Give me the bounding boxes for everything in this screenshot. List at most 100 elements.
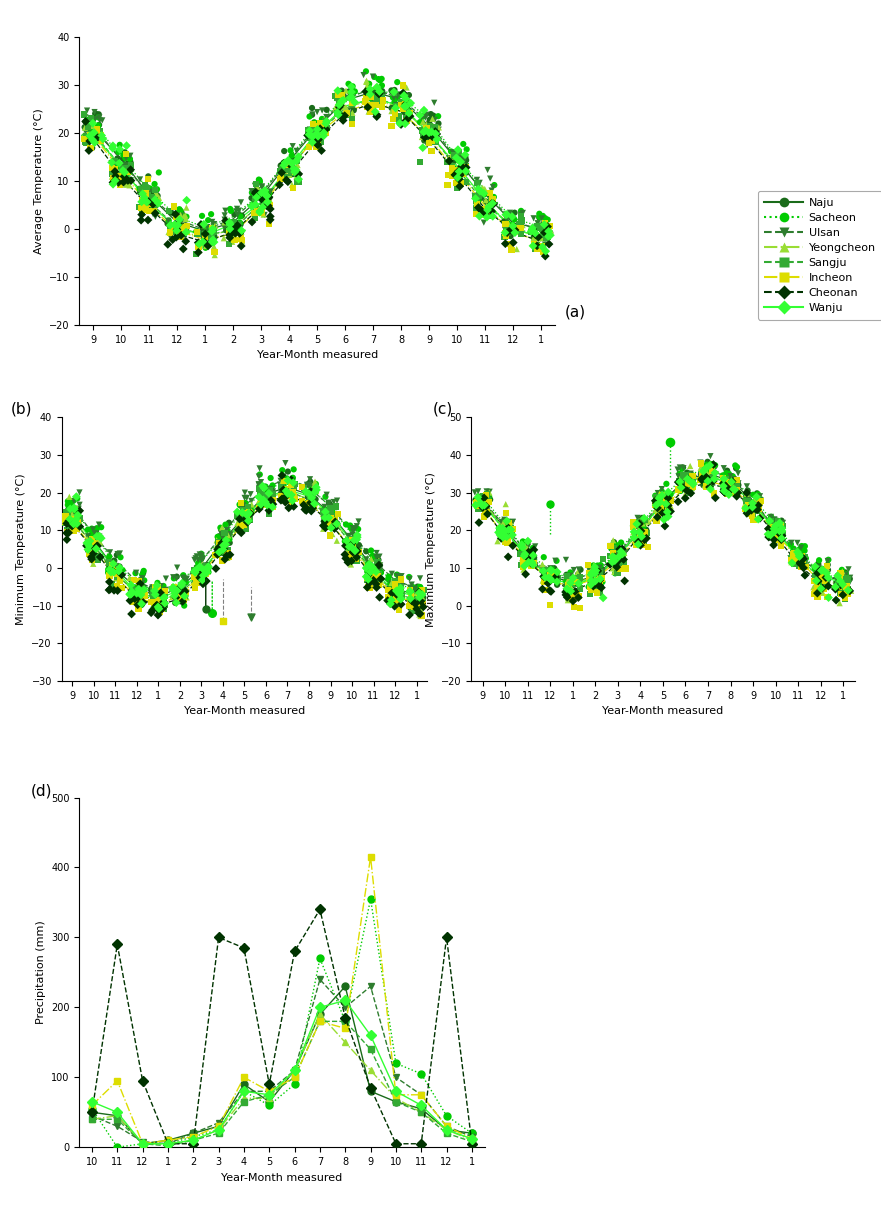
Point <box>230 199 244 218</box>
Point <box>367 558 381 578</box>
Point <box>726 471 740 491</box>
Point <box>796 550 810 569</box>
Point <box>635 514 649 534</box>
Point <box>425 141 439 161</box>
Point <box>492 523 506 542</box>
Point <box>227 229 241 249</box>
Point <box>302 475 316 494</box>
Point <box>544 216 558 236</box>
Point <box>722 485 736 504</box>
Point <box>685 471 700 491</box>
Point <box>175 206 189 226</box>
Point <box>113 140 127 160</box>
Point <box>563 582 577 601</box>
Point <box>300 475 315 494</box>
Point <box>285 477 299 497</box>
Point <box>776 517 790 536</box>
Point <box>764 520 778 540</box>
Point <box>609 535 623 555</box>
Point <box>330 514 344 534</box>
Point <box>83 125 97 145</box>
Point <box>252 466 266 486</box>
Point <box>677 485 692 504</box>
Point <box>78 118 92 137</box>
Point <box>841 580 855 600</box>
Point <box>199 236 213 255</box>
Point <box>618 542 633 562</box>
Point <box>659 498 673 518</box>
Point <box>423 123 437 142</box>
Point <box>762 528 776 547</box>
Point <box>212 542 226 562</box>
Point <box>213 518 227 537</box>
Point <box>505 525 519 545</box>
Point <box>219 530 233 550</box>
Point <box>83 544 97 563</box>
Point <box>110 155 124 174</box>
Point <box>655 492 670 512</box>
Point <box>214 536 228 556</box>
Point <box>284 163 298 183</box>
Point <box>389 590 403 610</box>
Point <box>366 564 380 584</box>
Point <box>341 526 355 546</box>
Point <box>189 222 204 242</box>
Point <box>198 571 212 590</box>
Point <box>681 469 695 488</box>
Point <box>748 491 762 510</box>
Point <box>344 519 359 539</box>
Point <box>78 118 92 137</box>
Point <box>307 477 322 497</box>
Point <box>430 119 444 139</box>
Point <box>393 114 407 134</box>
Point <box>334 94 348 114</box>
Point <box>130 584 144 604</box>
Point <box>83 531 97 551</box>
Point <box>175 205 189 225</box>
Point <box>563 569 577 589</box>
Point <box>547 563 561 583</box>
Point <box>277 480 291 499</box>
Point <box>515 215 529 234</box>
Point <box>426 126 440 146</box>
Point <box>350 525 364 545</box>
Point <box>684 464 698 483</box>
Point <box>476 182 490 201</box>
Point <box>388 103 402 123</box>
Point <box>694 470 708 490</box>
Point <box>763 523 777 542</box>
Point <box>389 101 403 120</box>
Point <box>811 572 825 591</box>
Point <box>63 512 78 531</box>
Point <box>139 196 153 216</box>
Point <box>613 547 627 567</box>
Point <box>324 518 338 537</box>
Point <box>452 150 466 169</box>
Point <box>796 548 811 568</box>
Point <box>587 563 601 583</box>
Point <box>220 544 234 563</box>
Point <box>727 479 741 498</box>
Point <box>766 518 780 537</box>
Point <box>411 577 425 596</box>
Point <box>196 561 211 580</box>
Point <box>325 508 339 528</box>
Point <box>606 558 620 578</box>
Point <box>113 166 127 185</box>
Point <box>122 175 137 195</box>
Point <box>750 487 764 507</box>
Point <box>614 541 628 561</box>
Point <box>93 124 107 144</box>
Point <box>610 547 624 567</box>
Point <box>223 199 237 218</box>
Point <box>212 528 226 547</box>
Point <box>656 485 670 504</box>
Point <box>191 243 205 263</box>
Point <box>754 490 768 509</box>
Point <box>339 90 353 109</box>
Point <box>506 232 520 252</box>
Point <box>427 93 441 113</box>
Point <box>386 102 400 121</box>
Point <box>344 536 358 556</box>
Point <box>821 568 835 588</box>
